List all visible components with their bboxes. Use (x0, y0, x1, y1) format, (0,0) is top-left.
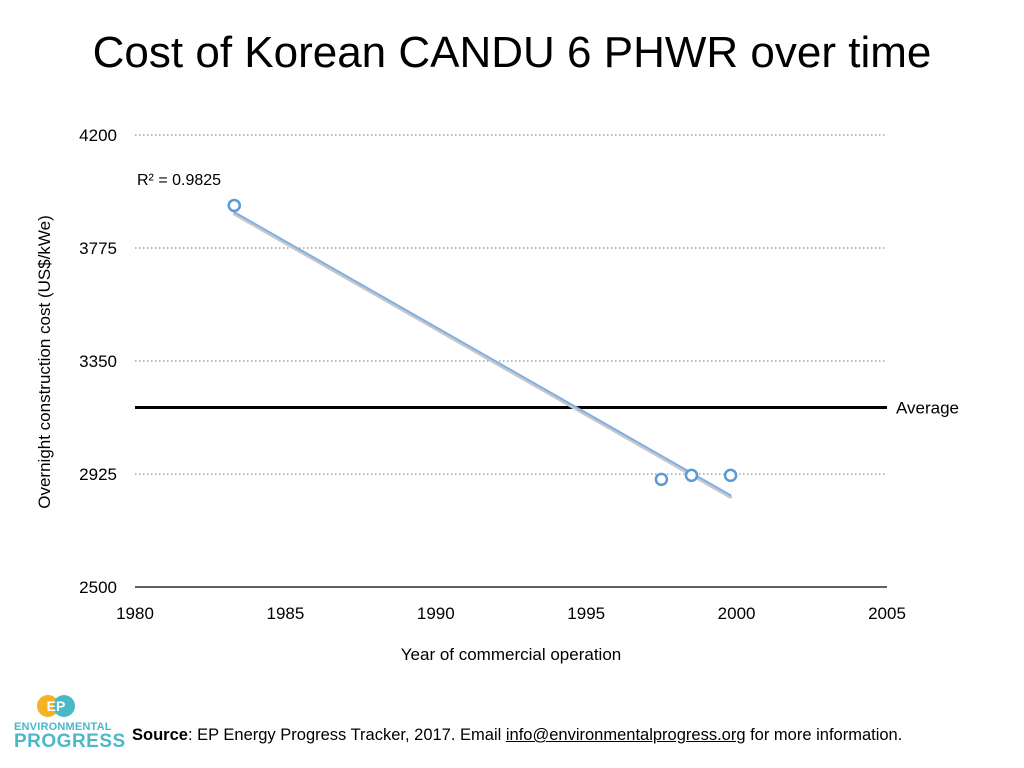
data-point (227, 198, 242, 213)
source-note: Source: EP Energy Progress Tracker, 2017… (132, 726, 902, 745)
environmental-progress-logo: EP ENVIRONMENTAL PROGRESS (14, 694, 126, 754)
logo-mark-text: EP (47, 698, 66, 714)
x-tick-label: 2005 (868, 604, 906, 623)
x-tick-label: 1980 (116, 604, 154, 623)
trendline (233, 211, 732, 497)
y-tick-label: 4200 (79, 126, 117, 145)
grid (135, 134, 887, 588)
x-ticks: 1980 1985 1990 1995 2000 2005 (116, 604, 906, 623)
y-ticks: 2500 2925 3350 3775 4200 (79, 126, 117, 597)
series (135, 198, 887, 499)
r-squared-label: R² = 0.9825 (137, 172, 221, 189)
email-link[interactable]: info@environmentalprogress.org (505, 726, 746, 744)
ep-logo-icon: EP (37, 695, 75, 717)
average-label: Average (896, 399, 959, 418)
x-axis-label: Year of commercial operation (401, 645, 622, 664)
y-tick-label: 3350 (79, 352, 117, 371)
source-text: : EP Energy Progress Tracker, 2017. Emai… (187, 726, 506, 744)
x-tick-label: 1985 (266, 604, 304, 623)
x-tick-label: 2000 (718, 604, 756, 623)
y-tick-label: 2925 (79, 465, 117, 484)
data-point (654, 472, 669, 487)
data-point (684, 468, 699, 483)
y-tick-label: 3775 (79, 239, 117, 258)
chart-title: Cost of Korean CANDU 6 PHWR over time (92, 28, 932, 77)
y-axis-label: Overnight construction cost (US$/kWe) (35, 215, 54, 509)
trendline-shadow (232, 212, 733, 499)
x-tick-label: 1995 (567, 604, 605, 623)
logo-text-line1: ENVIRONMENTAL (14, 721, 112, 733)
source-label: Source (132, 726, 188, 744)
source-suffix: for more information. (745, 726, 903, 744)
chart: 2500 2925 3350 3775 4200 1980 1985 1990 1995 200… (35, 126, 959, 664)
data-point (723, 468, 738, 483)
y-tick-label: 2500 (79, 578, 117, 597)
x-tick-label: 1990 (417, 604, 455, 623)
logo-text-line2: PROGRESS (14, 731, 126, 752)
